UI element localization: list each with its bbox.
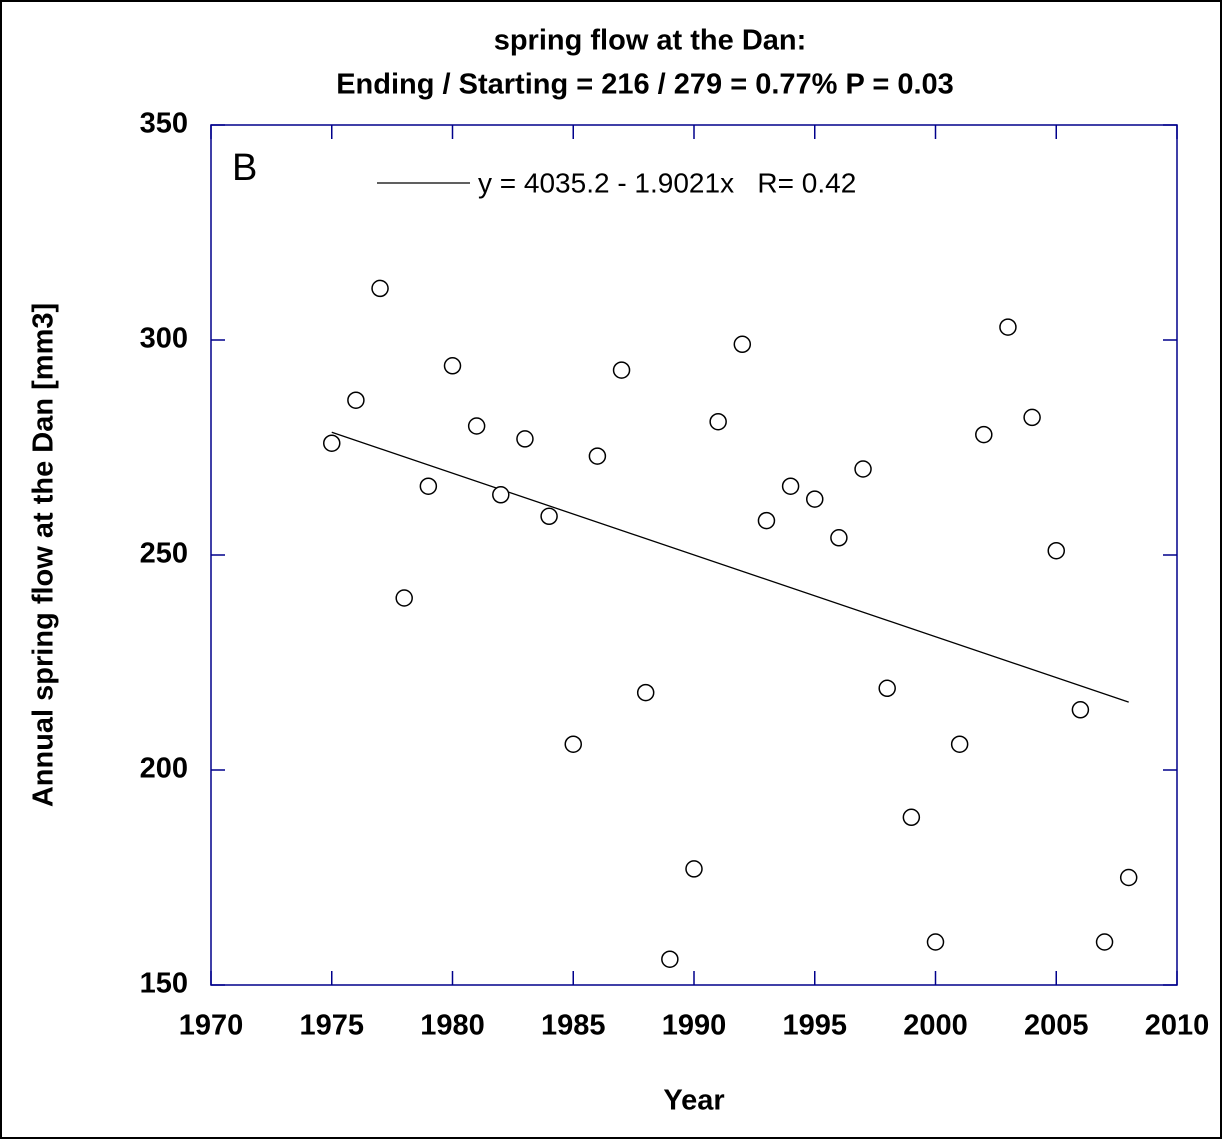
point — [1095, 933, 1114, 951]
point — [902, 808, 921, 827]
point — [1047, 541, 1065, 560]
trend-line — [331, 431, 1129, 703]
x-tick-label: 2000 — [903, 1010, 968, 1042]
chart-subtitle: Ending / Starting = 216 / 279 = 0.77% P … — [336, 69, 954, 101]
point — [854, 460, 872, 478]
y-tick-label: 200 — [140, 753, 188, 785]
x-tick-label: 1990 — [662, 1010, 727, 1042]
point — [540, 507, 558, 526]
point — [830, 529, 848, 547]
point — [636, 683, 655, 702]
x-tick-label: 2005 — [1024, 1010, 1089, 1042]
point — [1023, 408, 1041, 427]
x-tick-label: 2010 — [1145, 1010, 1210, 1042]
point — [564, 735, 582, 753]
point — [685, 860, 703, 878]
panel-label: B — [232, 147, 257, 189]
y-tick-label: 250 — [140, 538, 188, 570]
point — [661, 950, 679, 968]
chart-title: spring flow at the Dan: — [494, 25, 807, 57]
x-tick-label: 1995 — [782, 1010, 847, 1042]
point — [323, 434, 341, 452]
y-tick-label: 300 — [140, 323, 188, 355]
point — [878, 679, 896, 698]
point — [492, 486, 510, 504]
point — [733, 335, 752, 354]
point — [757, 511, 776, 530]
point — [1071, 701, 1090, 719]
point — [709, 412, 727, 431]
x-axis-label: Year — [663, 1085, 724, 1117]
x-tick-label: 1970 — [179, 1010, 244, 1042]
point — [467, 417, 486, 435]
y-tick-label: 150 — [140, 968, 188, 1000]
point — [781, 477, 800, 495]
point — [999, 318, 1017, 336]
x-tick-label: 1980 — [420, 1010, 485, 1042]
point — [371, 279, 389, 298]
point — [516, 430, 534, 448]
point — [443, 357, 462, 375]
point — [806, 490, 824, 508]
legend-label: y = 4035.2 - 1.9021x R= 0.42 — [478, 167, 856, 198]
y-axis-label: Annual spring flow at the Dan [mm3] — [28, 303, 60, 807]
x-tick-label: 1985 — [541, 1010, 606, 1042]
point — [395, 589, 413, 607]
point — [1119, 868, 1138, 887]
point — [926, 933, 945, 951]
point — [347, 391, 365, 409]
point — [419, 477, 438, 495]
y-tick-label: 350 — [140, 108, 188, 140]
x-tick-label: 1975 — [299, 1010, 364, 1042]
point — [975, 425, 993, 444]
point — [950, 735, 969, 753]
point — [588, 447, 607, 465]
point — [612, 361, 631, 379]
